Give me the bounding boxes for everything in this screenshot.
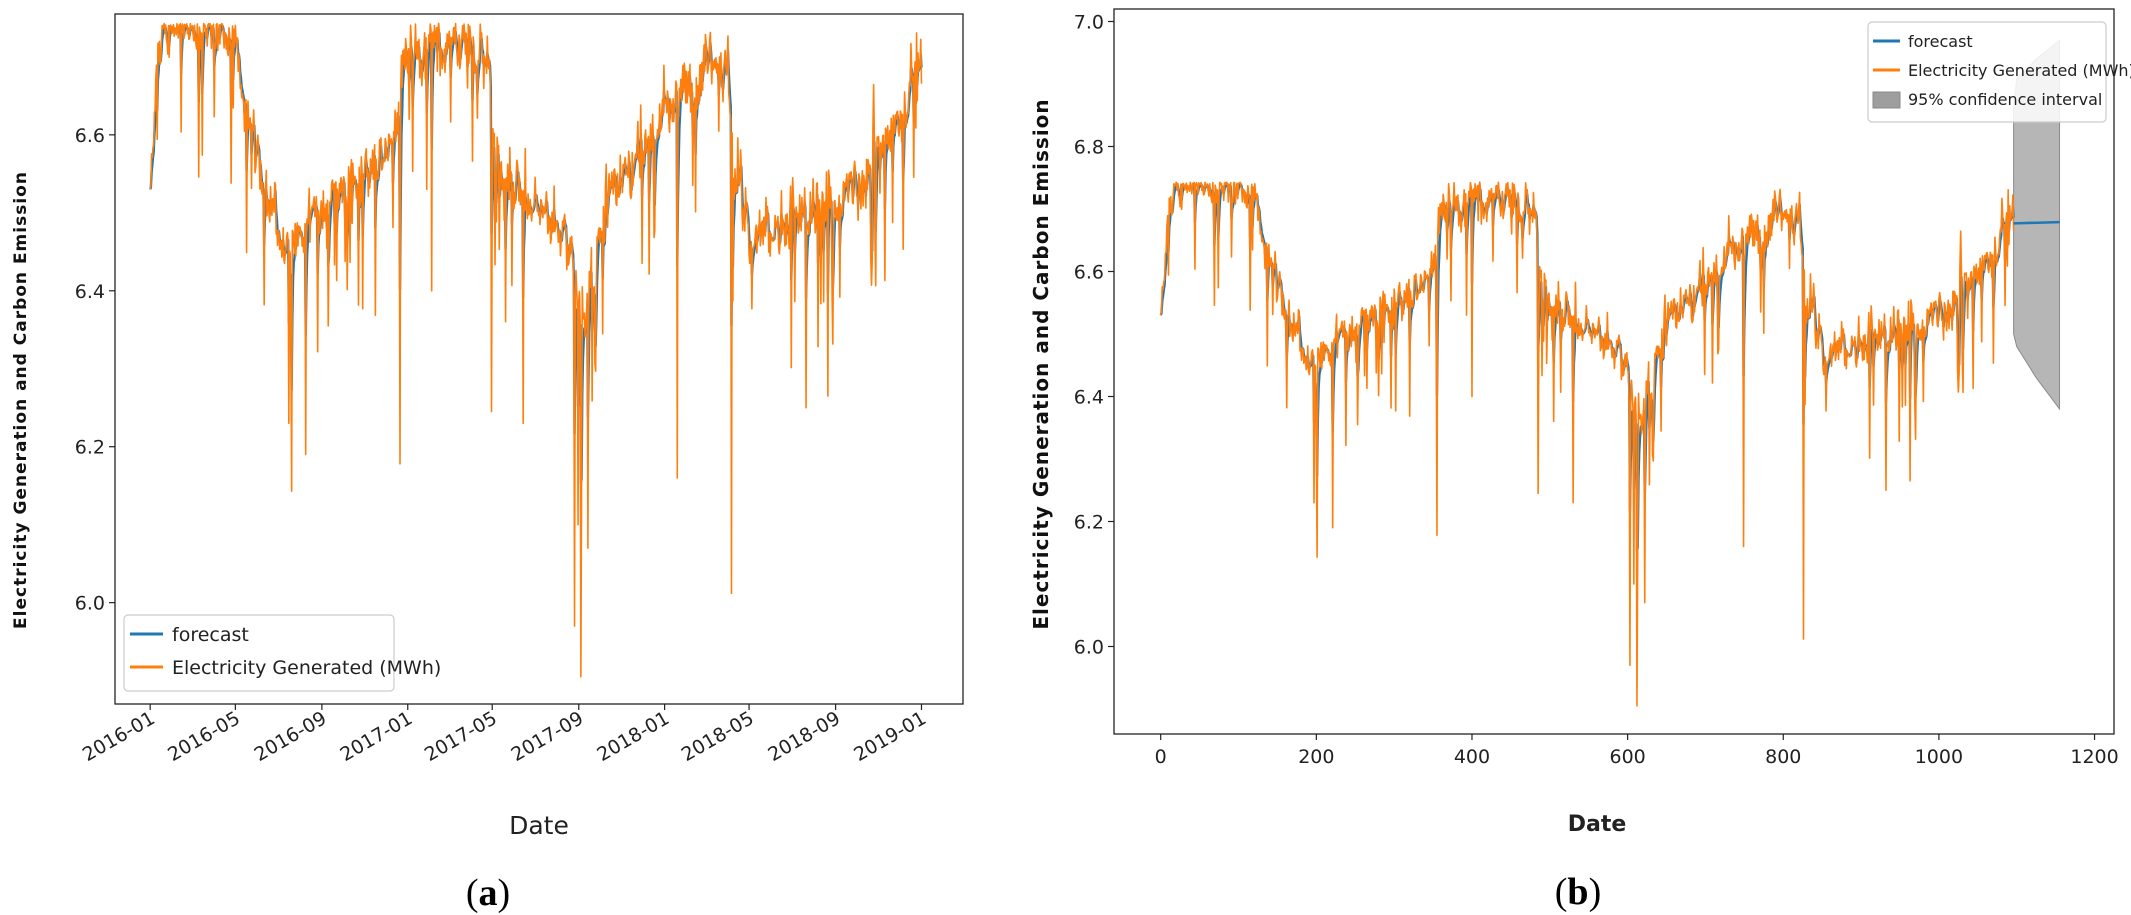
x-tick-label-a: 2016-01: [79, 707, 159, 766]
legend-box-b: [1867, 21, 2107, 123]
chart-a: 6.0 6.2 6.4 6.6 2016-01 2016-05 2016-09 2017-01…: [11, 13, 964, 914]
panel-label-b-open: (: [1555, 871, 1568, 913]
x-tick-label-a: 2016-09: [251, 707, 331, 766]
chart-b: 6.06.26.46.66.87.00 200 400 600 800 1000 1200 …: [1029, 8, 2131, 913]
x-tick-label-b: 0: [1155, 746, 1167, 768]
series-group-a: [149, 22, 923, 678]
x-tick-label-b: 200: [1298, 746, 1334, 768]
panel-label-a-open: (: [466, 872, 479, 914]
x-axis-label-a: Date: [509, 811, 569, 840]
y-tick-label-b: 6.6: [1074, 262, 1104, 284]
x-tick-label-a: 2017-09: [508, 707, 588, 766]
legend-swatch-ci-b: [1872, 91, 1901, 109]
y-tick-label-a: 6.4: [75, 281, 105, 303]
x-tick-label-b: 1200: [2070, 746, 2118, 768]
panel-label-a-letter: a: [479, 872, 498, 914]
x-tick-label-b: 400: [1454, 746, 1490, 768]
y-axis-label-b: Electricity Generation and Carbon Emissi…: [1029, 98, 1053, 629]
y-axis-label-a: Electricity Generation and Carbon Emissi…: [11, 171, 31, 629]
x-tick-label-a: 2017-01: [336, 707, 416, 766]
x-tick-label-b: 800: [1765, 746, 1801, 768]
panel-label-a: (a): [466, 872, 510, 914]
x-tick-label-a: 2019-01: [850, 707, 930, 766]
legend-label-actual-b: Electricity Generated (MWh): [1908, 61, 2131, 80]
x-tick-label-a: 2018-09: [764, 707, 844, 766]
x-tick-label-b: 600: [1609, 746, 1645, 768]
legend-label-ci-b: 95% confidence interval: [1908, 90, 2102, 109]
y-tick-label-b: 7.0: [1074, 12, 1104, 34]
series-forecast-extension-b: [2013, 220, 2060, 225]
y-tick-label-b: 6.2: [1074, 512, 1104, 534]
legend-label-forecast: forecast: [172, 624, 249, 646]
x-tick-label-b: 1000: [1915, 746, 1963, 768]
x-tick-label-a: 2017-05: [421, 707, 501, 766]
legend-label-forecast-b: forecast: [1908, 32, 1973, 51]
x-axis-label-b: Date: [1568, 812, 1627, 837]
legend-b: forecast Electricity Generated (MWh) 95%…: [1867, 21, 2131, 123]
plot-area-b: [1113, 8, 2115, 735]
y-tick-label-b: 6.8: [1074, 137, 1104, 159]
series-actual-b: [1159, 181, 2015, 707]
panel-label-a-close: ): [498, 872, 511, 914]
legend-label-actual: Electricity Generated (MWh): [172, 657, 441, 679]
y-tick-label-a: 6.2: [75, 437, 105, 459]
x-tick-label-a: 2018-01: [593, 707, 673, 766]
series-actual-a: [149, 22, 923, 678]
panel-label-b-letter: b: [1567, 871, 1588, 913]
legend-box-a: [123, 614, 395, 692]
y-tick-label-b: 6.0: [1074, 637, 1104, 659]
panel-label-b: (b): [1555, 871, 1601, 913]
legend-a: forecast Electricity Generated (MWh): [123, 614, 441, 692]
axes-b: 6.0 6.2 6.4 6.6 6.8 7.0 0 200 400 600 800 1000 1200: [1074, 12, 2119, 769]
y-tick-label-a: 6.6: [75, 125, 105, 147]
y-tick-label-b: 6.4: [1074, 387, 1104, 409]
series-group-b: [1159, 181, 2060, 707]
x-tick-label-a: 2016-05: [164, 707, 244, 766]
panel-label-b-close: ): [1589, 871, 1602, 913]
y-tick-label-a: 6.0: [75, 593, 105, 615]
x-tick-label-a: 2018-05: [678, 707, 758, 766]
plot-area-a: [114, 13, 964, 705]
